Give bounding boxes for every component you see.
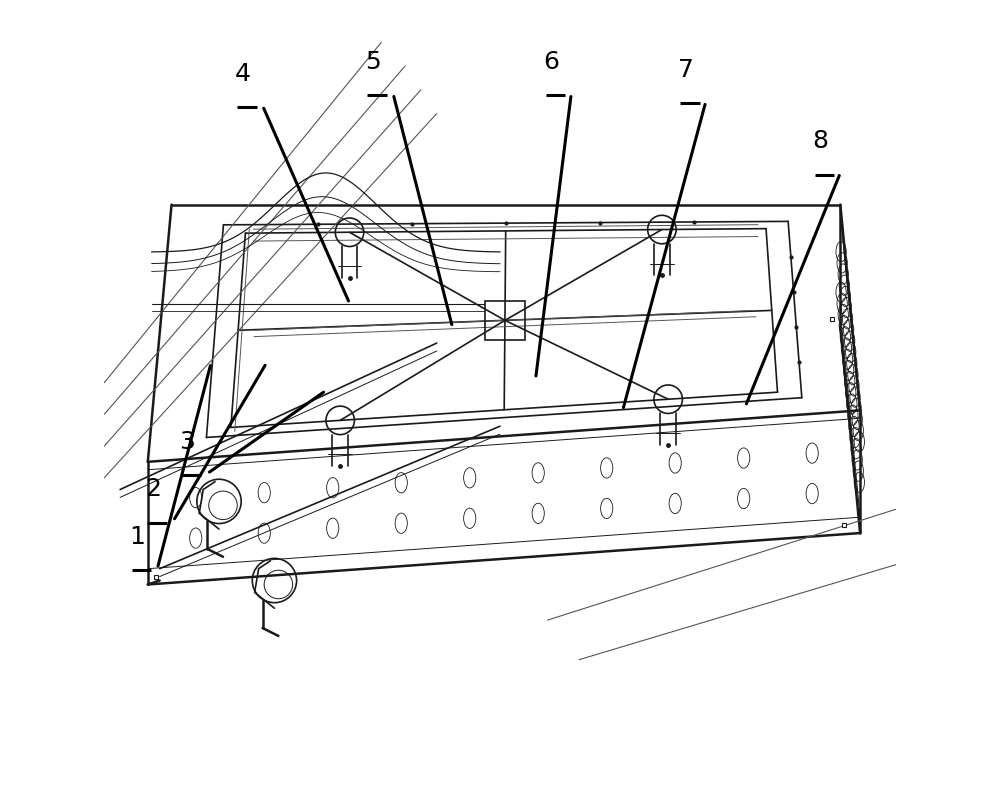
Text: 2: 2 [145, 477, 161, 501]
Text: 8: 8 [813, 129, 829, 153]
Text: 6: 6 [543, 50, 559, 74]
Text: 3: 3 [179, 430, 195, 454]
Text: 1: 1 [130, 525, 145, 549]
Text: 7: 7 [678, 58, 694, 82]
Text: 5: 5 [365, 50, 381, 74]
Text: 4: 4 [235, 62, 251, 86]
